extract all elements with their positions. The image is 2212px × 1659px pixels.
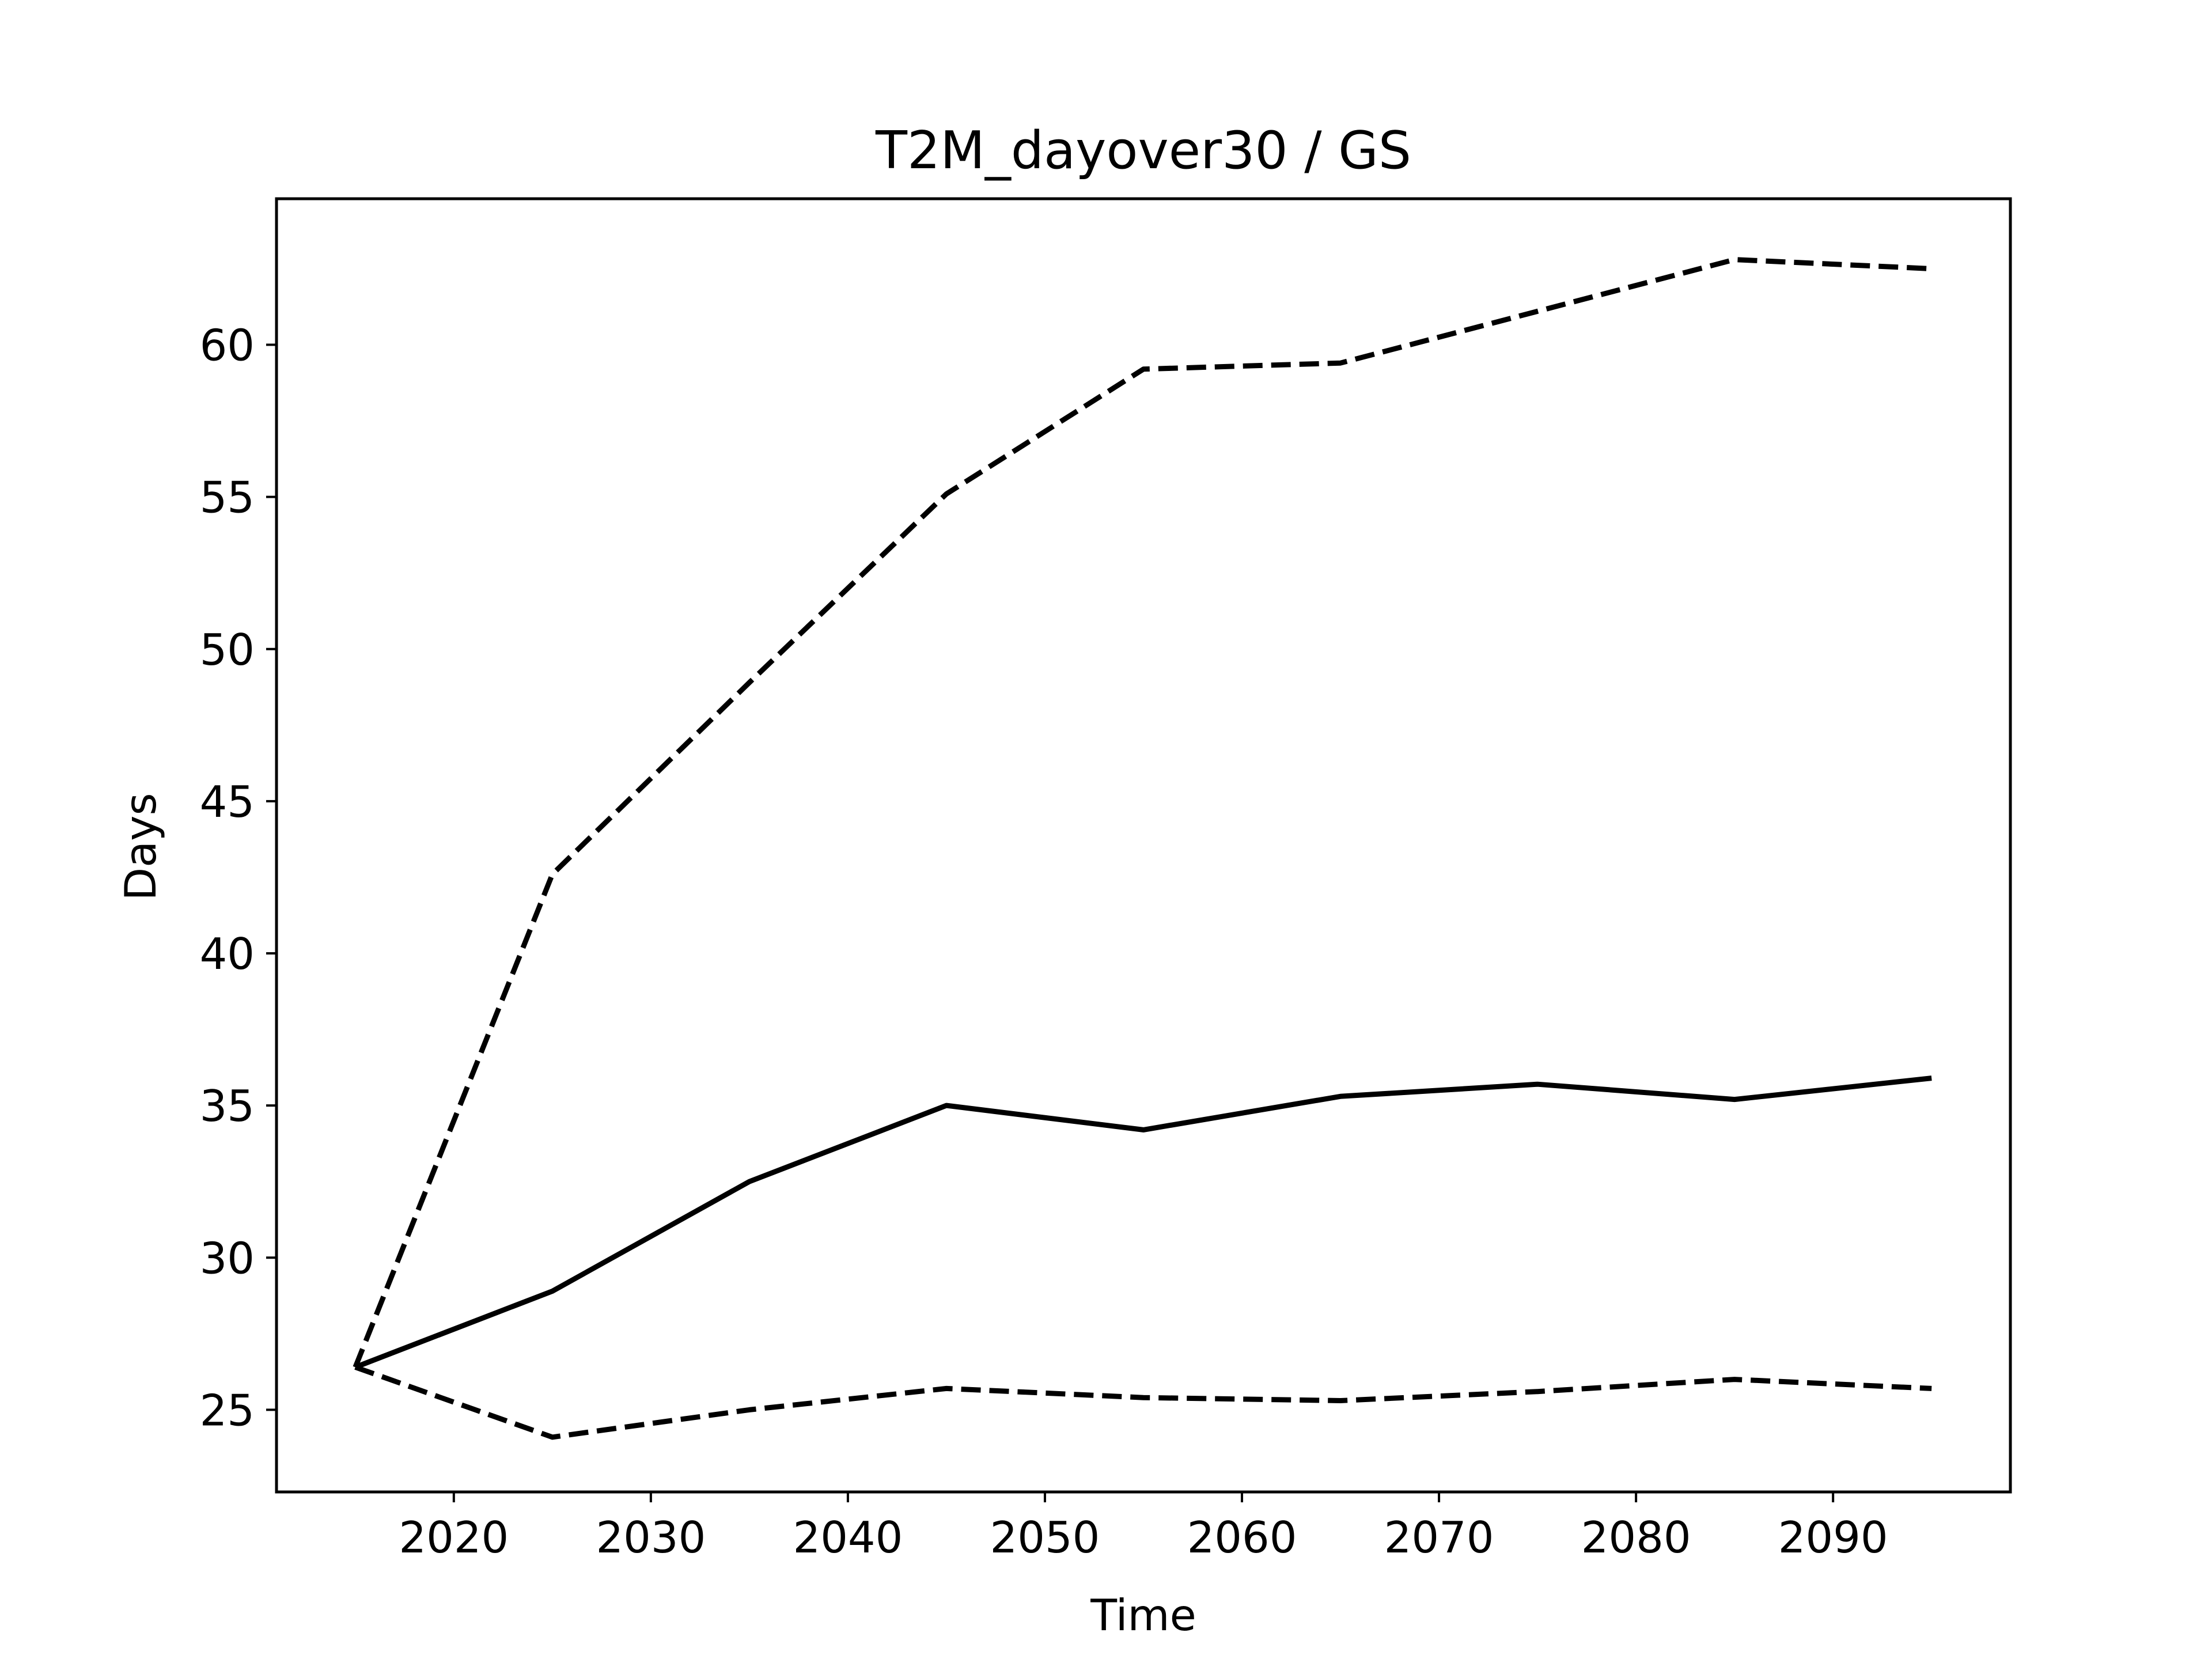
- x-tick-label: 2030: [596, 1512, 706, 1563]
- y-tick-label: 60: [200, 320, 255, 371]
- chart-title: T2M_dayover30 / GS: [875, 120, 1411, 181]
- y-tick-label: 55: [200, 472, 255, 523]
- x-tick-label: 2080: [1581, 1512, 1691, 1563]
- series-layer: [353, 257, 1932, 1440]
- x-tick-label: 2070: [1384, 1512, 1494, 1563]
- x-axis-ticks: 2020 2030 2040 2050 2060 2070 2080 2090: [399, 1492, 1888, 1563]
- y-tick-label: 50: [200, 624, 255, 675]
- x-tick-label: 2090: [1778, 1512, 1888, 1563]
- x-tick-label: 2020: [399, 1512, 509, 1563]
- y-tick-label: 25: [200, 1385, 255, 1435]
- series-line-3-dashed: [354, 1365, 1932, 1440]
- x-tick-label: 2040: [793, 1512, 903, 1563]
- y-tick-label: 45: [200, 777, 255, 827]
- series-line-1-dashed: [353, 257, 1932, 1369]
- x-tick-label: 2060: [1187, 1512, 1297, 1563]
- y-tick-label: 30: [200, 1233, 255, 1283]
- plot-frame: [275, 197, 2012, 1494]
- y-axis-ticks: 25 30 35 40 45 50 55 60: [200, 320, 276, 1435]
- series-line-2-solid: [354, 1075, 1932, 1370]
- y-tick-label: 40: [200, 929, 255, 979]
- x-tick-label: 2050: [990, 1512, 1100, 1563]
- x-axis-title: Time: [1090, 1590, 1196, 1641]
- y-axis-title: Days: [115, 793, 166, 900]
- y-tick-label: 35: [200, 1081, 255, 1131]
